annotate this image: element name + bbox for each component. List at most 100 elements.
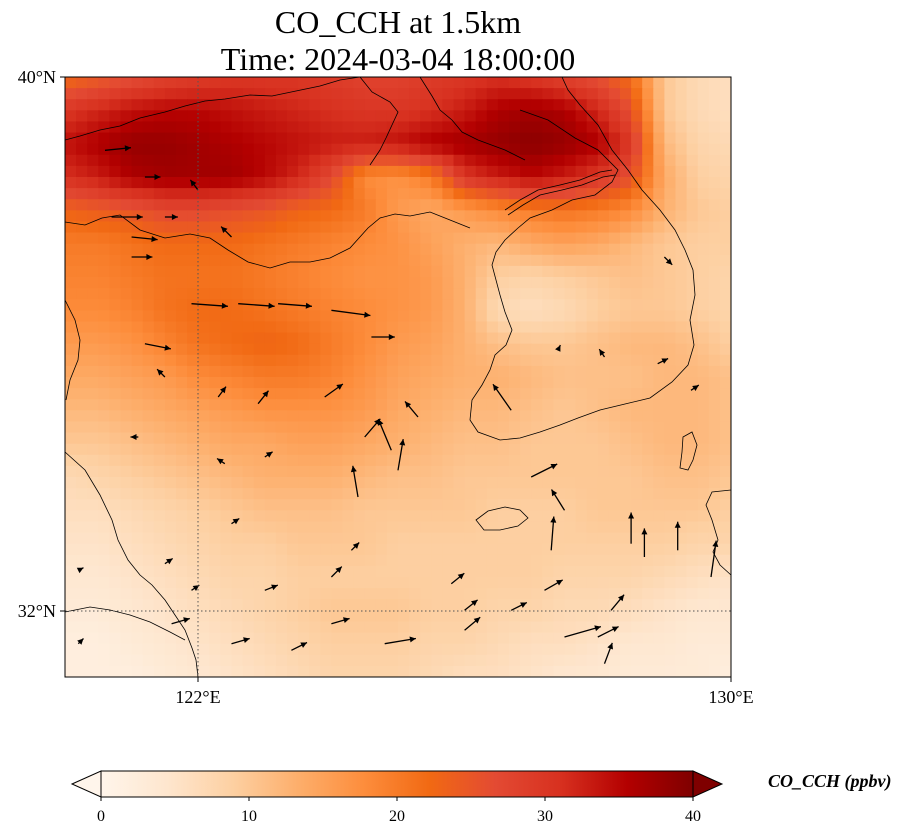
field-cell <box>409 665 421 677</box>
field-cell <box>275 443 288 456</box>
field-cell <box>209 254 221 267</box>
field-cell <box>176 254 188 267</box>
field-cell <box>364 154 377 167</box>
field-cell <box>342 99 355 111</box>
field-cell <box>420 377 432 389</box>
field-cell <box>542 643 554 656</box>
field-cell <box>653 77 665 89</box>
field-cell <box>453 565 466 578</box>
field-cell <box>364 388 377 400</box>
field-cell <box>353 332 366 345</box>
field-cell <box>331 288 344 300</box>
field-cell <box>575 621 588 634</box>
field-cell <box>331 432 344 445</box>
field-cell <box>109 243 122 256</box>
field-cell <box>475 365 488 378</box>
field-cell <box>309 399 321 411</box>
field-cell <box>653 343 665 356</box>
field-cell <box>620 377 632 389</box>
field-cell <box>442 110 455 123</box>
field-cell <box>142 543 155 556</box>
field-cell <box>575 521 588 534</box>
field-cell <box>353 377 366 389</box>
field-cell <box>509 288 521 300</box>
field-cell <box>131 399 144 411</box>
field-cell <box>608 654 621 667</box>
field-cell <box>153 299 166 311</box>
field-cell <box>187 165 199 178</box>
field-cell <box>176 199 188 211</box>
field-cell <box>87 432 99 445</box>
field-cell <box>120 99 133 111</box>
field-cell <box>620 310 632 323</box>
field-cell <box>209 154 221 167</box>
wind-arrow <box>77 638 84 645</box>
field-cell <box>475 232 488 245</box>
field-cell <box>187 421 199 434</box>
field-cell <box>353 354 366 367</box>
field-cell <box>409 243 421 256</box>
field-cell <box>497 232 510 245</box>
field-cell <box>298 310 310 323</box>
field-cell <box>653 254 665 267</box>
field-cell <box>153 532 166 545</box>
field-cell <box>275 165 288 178</box>
field-cell <box>575 121 588 134</box>
field-cell <box>575 132 588 145</box>
field-cell <box>164 365 177 378</box>
field-cell <box>298 265 310 278</box>
field-cell <box>553 388 566 400</box>
field-cell <box>719 488 731 500</box>
field-cell <box>509 277 521 289</box>
field-cell <box>697 110 710 123</box>
field-cell <box>686 610 699 623</box>
field-cell <box>164 610 177 623</box>
field-cell <box>231 610 244 623</box>
field-cell <box>209 165 221 178</box>
field-cell <box>608 554 621 567</box>
field-cell <box>653 188 665 200</box>
field-cell <box>675 321 688 334</box>
field-cell <box>65 510 77 523</box>
wind-arrow-head <box>305 302 312 309</box>
field-cell <box>364 432 377 445</box>
field-cell <box>98 232 110 245</box>
field-cell <box>620 643 632 656</box>
field-cell <box>686 221 699 234</box>
field-cell <box>176 465 188 478</box>
field-cell <box>631 132 643 145</box>
field-cell <box>497 199 510 211</box>
field-cell <box>586 132 599 145</box>
field-cell <box>597 654 610 667</box>
field-cell <box>420 210 432 223</box>
lon-tick-label-130: 130°E <box>708 687 753 707</box>
field-cell <box>231 199 244 211</box>
field-cell <box>564 143 577 156</box>
field-cell <box>187 188 199 200</box>
field-cell <box>131 177 144 189</box>
field-cell <box>187 465 199 478</box>
field-cell <box>176 410 188 423</box>
field-cell <box>187 321 199 334</box>
field-cell <box>453 265 466 278</box>
field-cell <box>287 354 299 367</box>
field-cell <box>386 610 399 623</box>
field-cell <box>509 143 521 156</box>
field-cell <box>708 588 721 600</box>
field-cell <box>686 577 699 589</box>
field-cell <box>87 454 99 467</box>
field-cell <box>575 554 588 567</box>
field-cell <box>509 365 521 378</box>
field-cell <box>287 377 299 389</box>
field-cell <box>87 499 99 511</box>
field-cell <box>187 621 199 634</box>
field-cell <box>708 143 721 156</box>
field-cell <box>109 521 122 534</box>
field-cell <box>87 410 99 423</box>
wind-arrow <box>324 383 344 398</box>
field-cell <box>353 132 366 145</box>
field-cell <box>453 521 466 534</box>
field-cell <box>520 632 532 645</box>
field-cell <box>209 443 221 456</box>
field-cell <box>664 177 677 189</box>
